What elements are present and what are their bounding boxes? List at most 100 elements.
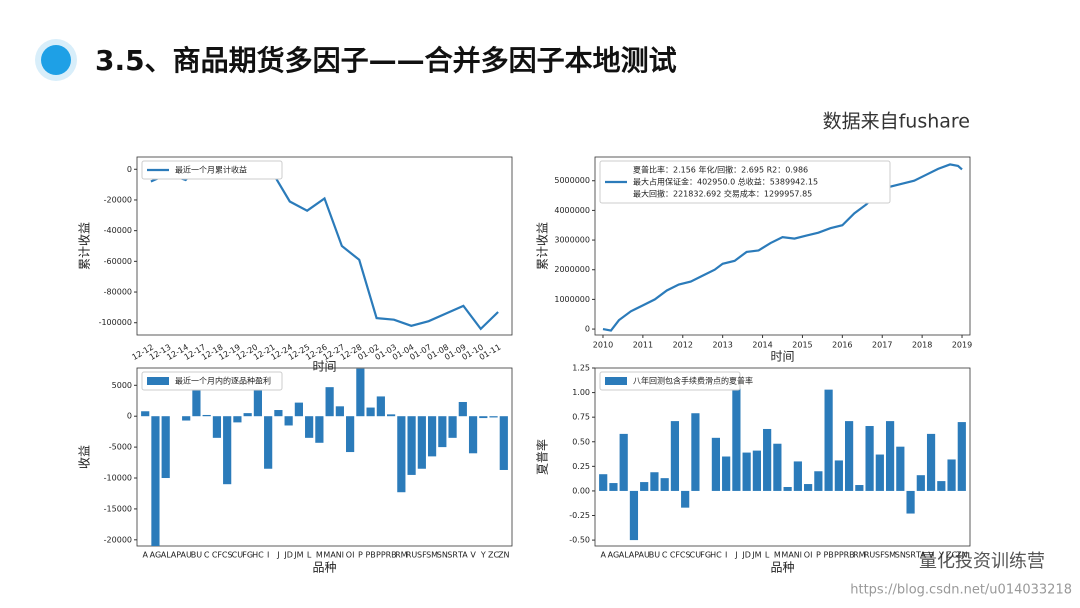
x-tick-label: M — [316, 551, 323, 560]
bar — [315, 416, 324, 443]
watermark: 量化投资训练营 — [919, 551, 1045, 572]
x-tick-label: NI — [794, 551, 802, 560]
y-tick-label: -0.50 — [569, 536, 590, 545]
bar — [417, 416, 426, 469]
legend-swatch — [605, 377, 627, 385]
bar — [346, 416, 355, 453]
legend-label: 最大占用保证金：402950.0 总收益：5389942.15 — [633, 177, 818, 187]
bar — [670, 421, 680, 491]
x-tick-label: V — [928, 551, 934, 560]
bar — [305, 416, 314, 438]
x-tick-label: HC — [252, 551, 264, 560]
x-tick-label: A — [600, 551, 606, 560]
bar — [619, 433, 628, 491]
x-tick-label: 2018 — [912, 341, 932, 350]
bar — [141, 411, 150, 417]
x-axis-label: 品种 — [312, 561, 336, 575]
bar — [793, 461, 802, 491]
bar — [325, 387, 334, 417]
bar — [629, 490, 639, 541]
x-tick-label: I — [267, 551, 269, 560]
x-tick-label: BU — [649, 551, 660, 560]
x-tick-label: C — [204, 551, 210, 560]
y-tick-label: -5000 — [109, 443, 132, 452]
x-tick-label: AU — [181, 551, 192, 560]
bar — [202, 414, 211, 417]
plot-frame — [594, 156, 971, 336]
x-tick-label: P — [358, 551, 363, 560]
bar — [427, 416, 437, 457]
bar — [407, 416, 416, 475]
x-tick-label: CS — [222, 551, 233, 560]
x-tick-label: ZN — [956, 551, 967, 560]
x-tick-label: FG — [700, 551, 711, 560]
bar — [223, 416, 232, 485]
bar — [834, 460, 843, 491]
source: 数据来自fushare — [823, 111, 970, 133]
x-tick-label: 2014 — [752, 341, 772, 350]
x-tick-label: SM — [426, 551, 438, 560]
x-tick-label: M — [774, 551, 781, 560]
y-tick-label: -80000 — [104, 288, 132, 297]
x-tick-label: CF — [670, 551, 681, 560]
x-tick-label: OI — [346, 551, 355, 560]
x-tick-label: AU — [639, 551, 650, 560]
bar — [366, 407, 375, 417]
x-tick-label: I — [725, 551, 727, 560]
x-tick-label: RB — [386, 551, 397, 560]
x-tick-label: 2011 — [633, 341, 653, 350]
x-tick-label: P — [816, 551, 821, 560]
legend-label: 八年回测包含手续费滑点的夏普率 — [633, 376, 753, 386]
bar — [916, 475, 925, 491]
bar — [711, 437, 720, 491]
x-tick-label: J — [734, 551, 737, 560]
x-axis-label: 时间 — [770, 350, 794, 364]
plot-frame — [136, 367, 513, 547]
bar — [640, 482, 649, 491]
legend-label: 最近一个月内的逐品种盈利 — [175, 376, 271, 386]
icon — [41, 45, 71, 75]
bar — [885, 421, 895, 491]
y-tick-label: 1000000 — [554, 295, 590, 304]
plot-frame — [136, 156, 513, 336]
x-axis-label: 品种 — [770, 561, 794, 575]
bar — [151, 416, 160, 546]
x-tick-label: AG — [608, 551, 620, 560]
x-tick-label: 2013 — [712, 341, 732, 350]
legend-box — [141, 160, 283, 180]
bar — [722, 456, 731, 491]
x-tick-label: SF — [875, 551, 885, 560]
x-tick-label: SR — [447, 551, 458, 560]
x-tick-label: MA — [323, 551, 336, 560]
y-tick-label: 3000000 — [554, 236, 590, 245]
y-tick-label: 0 — [585, 325, 590, 334]
x-tick-label: SM — [884, 551, 896, 560]
y-tick-label: 0 — [127, 165, 132, 174]
y-tick-label: -20000 — [104, 195, 132, 204]
bar — [448, 416, 457, 438]
x-tick-label: BU — [191, 551, 202, 560]
bar — [335, 406, 344, 417]
line — [602, 163, 963, 332]
bar — [479, 416, 488, 419]
bar — [468, 416, 478, 454]
bar — [681, 490, 690, 508]
x-tick-label: ZN — [498, 551, 509, 560]
x-tick-label: JM — [751, 551, 761, 560]
legend-label: 最大回撤：221832.692 交易成本：1299957.85 — [633, 189, 812, 199]
bar — [906, 490, 915, 514]
x-tick-label: HC — [710, 551, 722, 560]
y-tick-label: -10000 — [104, 474, 132, 483]
bar — [814, 471, 823, 491]
x-tick-label: 2012 — [673, 341, 693, 350]
y-tick-label: 1.00 — [572, 388, 590, 397]
x-tick-label: 2010 — [593, 341, 613, 350]
y-axis-label: 累计收益 — [78, 222, 92, 270]
x-tick-label: AG — [150, 551, 162, 560]
bar — [387, 414, 396, 417]
legend-swatch — [147, 377, 169, 385]
x-tick-label: AP — [171, 551, 181, 560]
bar — [855, 485, 864, 491]
y-tick-label: 4000000 — [554, 206, 590, 215]
